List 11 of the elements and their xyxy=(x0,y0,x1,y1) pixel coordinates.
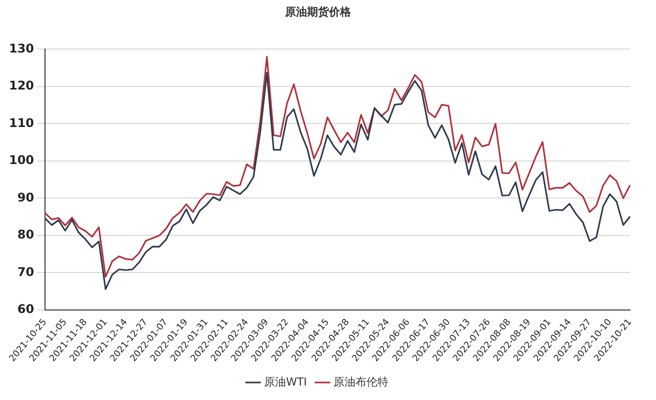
legend-label: 原油布伦特 xyxy=(333,375,388,388)
y-tick-label: 60 xyxy=(17,302,34,316)
y-tick-label: 100 xyxy=(8,153,34,168)
y-tick-label: 90 xyxy=(17,190,34,204)
y-tick-label: 130 xyxy=(8,41,34,56)
y-tick-label: 110 xyxy=(8,116,34,130)
y-tick-label: 70 xyxy=(17,264,34,279)
y-tick-label: 120 xyxy=(8,78,34,93)
chart-title: 原油期货价格 xyxy=(284,5,352,18)
legend-label: 原油WTI xyxy=(264,375,307,388)
y-tick-label: 80 xyxy=(17,228,34,242)
